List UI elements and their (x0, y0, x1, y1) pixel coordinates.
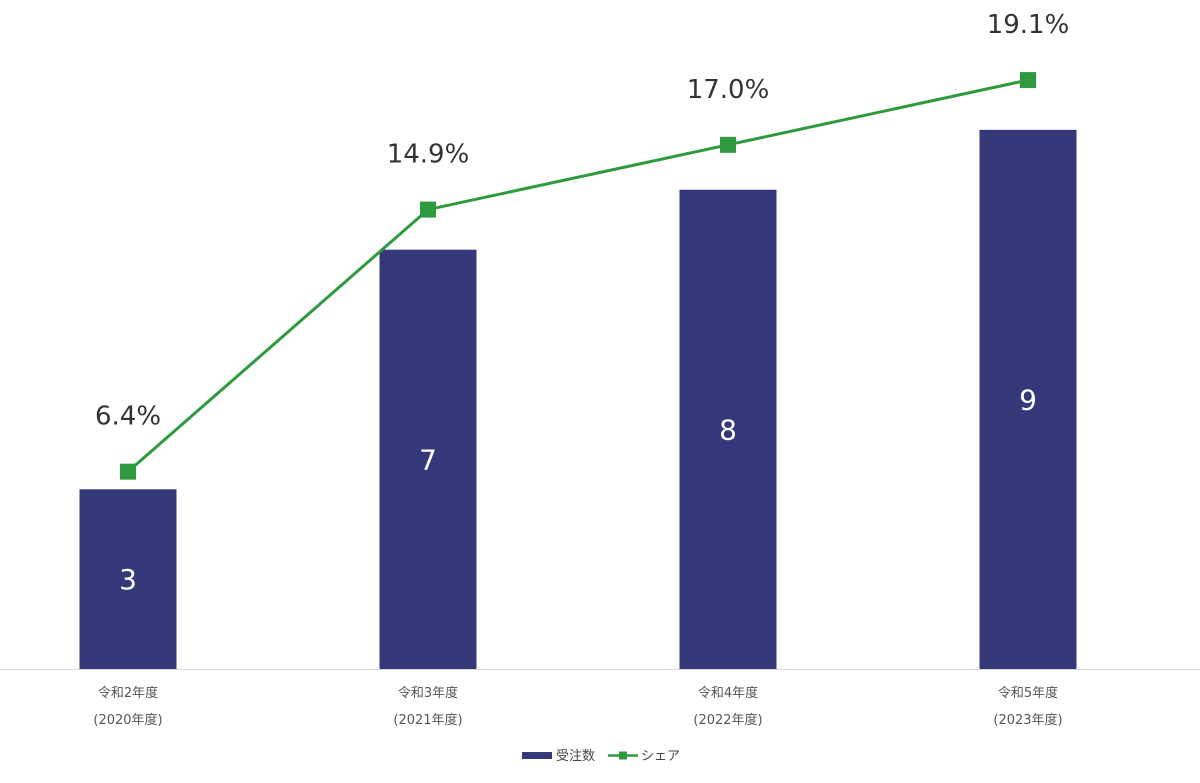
legend-label-orders: 受注数 (556, 749, 595, 764)
share-value-label-2: 14.9% (387, 140, 470, 170)
share-data-labels: 6.4% 14.9% 17.0% 19.1% (95, 10, 1069, 432)
x-tick-label-3-2: (2022年度) (693, 712, 762, 728)
x-tick-label-3-1: 令和4年度 (698, 685, 758, 701)
bar-4 (979, 129, 1077, 669)
bar-value-label-3: 8 (719, 413, 737, 446)
bar-value-label-1: 3 (119, 563, 137, 596)
bar-2 (379, 249, 477, 669)
share-value-label-1: 6.4% (95, 402, 161, 432)
x-tick-label-4-1: 令和5年度 (998, 685, 1058, 701)
share-value-label-3: 17.0% (687, 75, 770, 105)
legend: 受注数 シェア (522, 749, 680, 764)
share-marker-2 (420, 201, 436, 218)
share-marker-1 (120, 463, 136, 480)
bar-value-label-4: 9 (1019, 383, 1037, 416)
bar-data-labels: 3 7 8 9 (119, 383, 1037, 596)
share-value-label-4: 19.1% (987, 10, 1070, 40)
bar-3 (679, 189, 777, 669)
x-axis-tick-labels: 令和2年度 (2020年度) 令和3年度 (2021年度) 令和4年度 (2022年度) 令… (93, 685, 1062, 728)
share-marker-3 (720, 136, 736, 153)
x-tick-label-4-2: (2023年度) (993, 712, 1062, 728)
x-tick-label-1-1: 令和2年度 (98, 685, 158, 701)
x-tick-label-2-2: (2021年度) (393, 712, 462, 728)
share-line-series (120, 72, 1036, 480)
x-tick-label-1-2: (2020年度) (93, 712, 162, 728)
legend-swatch-marker (619, 751, 627, 760)
bar-1 (79, 489, 177, 669)
legend-label-share: シェア (641, 749, 680, 764)
legend-swatch-bar (522, 752, 552, 759)
share-line (127, 78, 1029, 473)
bar-value-label-2: 7 (419, 443, 437, 476)
x-tick-label-2-1: 令和3年度 (398, 685, 458, 701)
share-marker-4 (1020, 72, 1036, 89)
bar-series (79, 129, 1077, 669)
